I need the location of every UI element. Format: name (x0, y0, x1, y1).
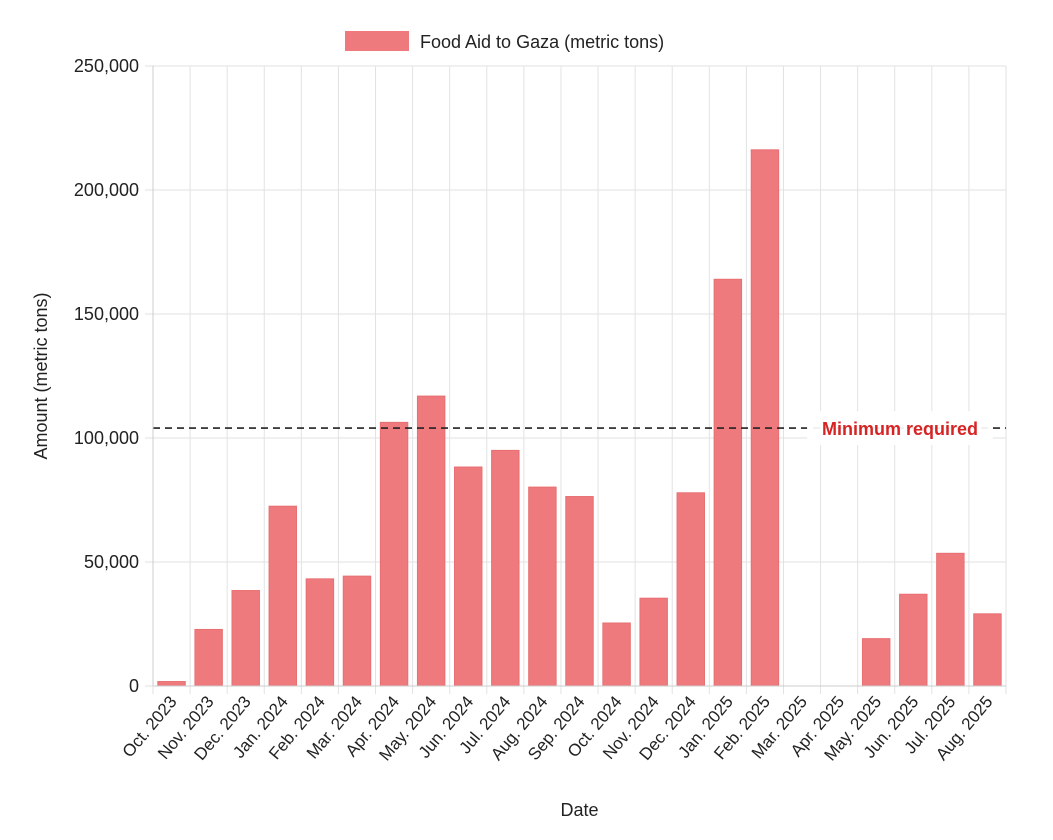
bar[interactable] (528, 486, 557, 687)
y-tick-label: 250,000 (74, 56, 139, 76)
bar[interactable] (676, 492, 705, 687)
y-axis-title: Amount (metric tons) (31, 292, 51, 459)
bar[interactable] (639, 597, 668, 687)
bar[interactable] (416, 395, 446, 687)
bar[interactable] (713, 278, 743, 687)
bar[interactable] (342, 575, 372, 687)
legend-label[interactable]: Food Aid to Gaza (metric tons) (420, 32, 664, 52)
bar[interactable] (750, 149, 780, 687)
bar[interactable] (231, 590, 260, 687)
bar[interactable] (305, 578, 335, 687)
legend-swatch[interactable] (345, 31, 409, 51)
bar[interactable] (565, 496, 594, 687)
legend[interactable]: Food Aid to Gaza (metric tons) (345, 31, 664, 52)
bar[interactable] (602, 622, 631, 687)
bar[interactable] (936, 552, 965, 687)
y-tick-label: 0 (129, 676, 139, 696)
bar[interactable] (899, 593, 928, 687)
y-tick-label: 100,000 (74, 428, 139, 448)
bar[interactable] (973, 613, 1002, 687)
grid (145, 65, 1007, 694)
bar[interactable] (157, 681, 186, 687)
reference-line-label: Minimum required (822, 419, 978, 439)
bar[interactable] (491, 449, 520, 687)
bars (157, 149, 1002, 687)
bar[interactable] (861, 638, 891, 687)
y-tick-label: 50,000 (84, 552, 139, 572)
reference-label-background (807, 411, 993, 446)
bar[interactable] (268, 505, 298, 687)
x-axis-title: Date (560, 800, 598, 820)
y-tick-label: 200,000 (74, 180, 139, 200)
bar[interactable] (379, 421, 409, 687)
bar[interactable] (454, 466, 483, 687)
y-tick-label: 150,000 (74, 304, 139, 324)
reference-line-group: Minimum required (153, 411, 1006, 446)
bar[interactable] (194, 628, 223, 687)
